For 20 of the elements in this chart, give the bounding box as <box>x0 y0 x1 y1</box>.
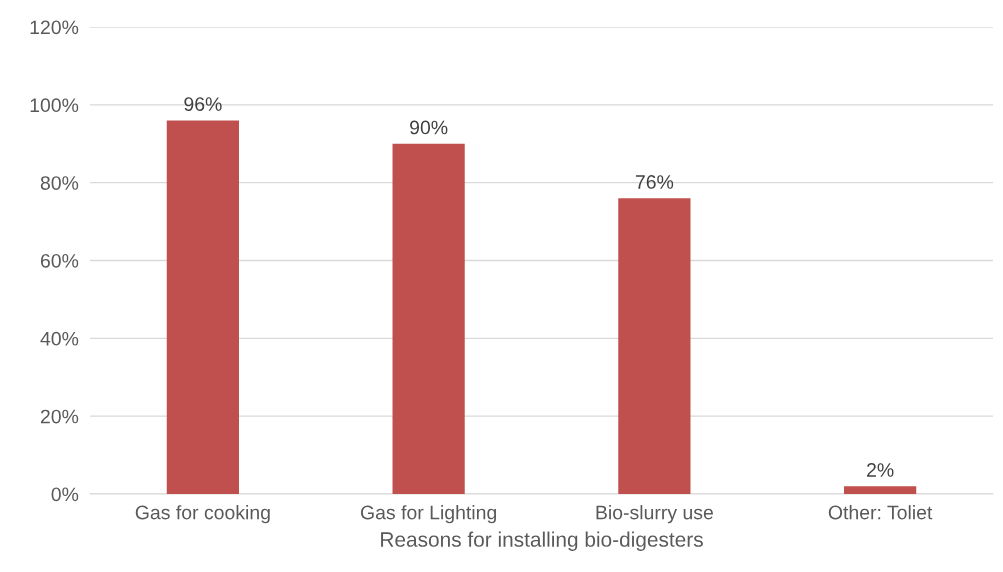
x-tick-label: Gas for cooking <box>135 505 270 524</box>
y-tick-label: 0% <box>51 487 79 502</box>
data-label: 96% <box>184 97 222 111</box>
y-tick-label: 40% <box>40 331 79 346</box>
data-label: 2% <box>867 463 894 477</box>
x-tick-label: Bio-slurry use <box>596 505 713 524</box>
x-tick-label: Other: Toliet <box>828 505 933 520</box>
y-tick-label: 120% <box>30 20 79 35</box>
x-tick-label: Gas for Lighting <box>360 505 497 524</box>
data-label: 90% <box>410 120 448 135</box>
y-tick-label: 100% <box>30 98 79 113</box>
data-label: 76% <box>635 175 674 189</box>
bar <box>844 486 917 494</box>
x-axis-title: Reasons for installing bio-digesters <box>381 531 703 551</box>
y-tick-label: 60% <box>40 253 79 268</box>
y-tick-label: 80% <box>40 176 79 190</box>
y-tick-label: 20% <box>40 409 79 424</box>
bar <box>392 143 465 494</box>
bar <box>618 198 691 494</box>
bar <box>166 120 239 494</box>
